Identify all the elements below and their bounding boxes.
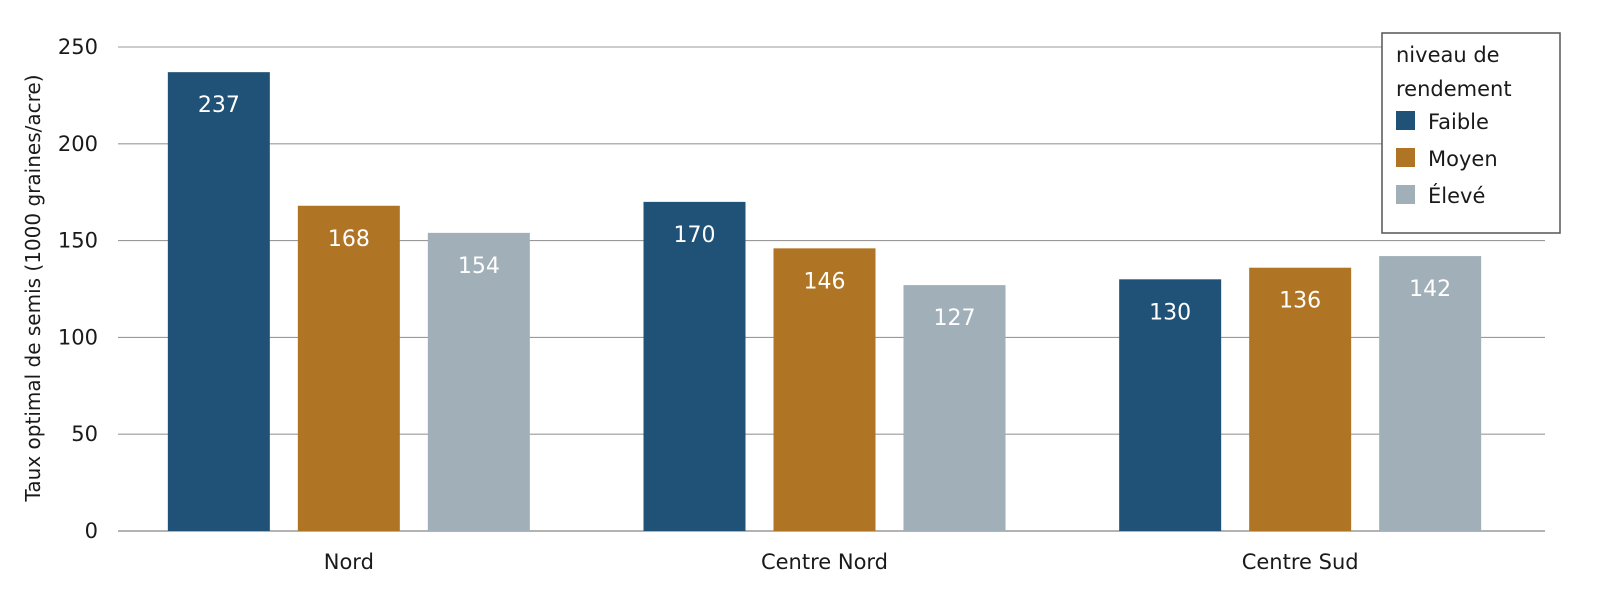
data-label: 154 xyxy=(458,254,500,279)
data-label: 168 xyxy=(328,227,370,252)
data-label: 130 xyxy=(1149,300,1191,325)
x-category-label: Centre Nord xyxy=(761,550,888,574)
bar xyxy=(643,201,746,531)
bar xyxy=(1379,256,1482,531)
data-label: 142 xyxy=(1409,277,1451,302)
legend: niveau de rendement Faible Moyen Élevé xyxy=(1381,32,1561,234)
y-tick-label: 200 xyxy=(58,132,98,156)
legend-item-label: Faible xyxy=(1428,110,1489,134)
y-tick-label: 100 xyxy=(58,325,98,349)
x-category-label: Centre Sud xyxy=(1242,550,1359,574)
y-tick-label: 150 xyxy=(58,229,98,253)
data-label: 146 xyxy=(804,269,846,294)
legend-item-label: Moyen xyxy=(1428,147,1498,171)
legend-swatch xyxy=(1396,111,1415,130)
x-axis-categories: Nord Centre Nord Centre Sud xyxy=(324,550,1359,574)
legend-swatch xyxy=(1396,185,1415,204)
legend-item-label: Élevé xyxy=(1428,183,1485,208)
legend-title-line-1: niveau de xyxy=(1396,43,1500,67)
data-label: 127 xyxy=(934,306,976,331)
legend-swatch xyxy=(1396,148,1415,167)
data-label: 237 xyxy=(198,93,240,118)
y-tick-label: 0 xyxy=(85,519,98,543)
y-axis-label: Taux optimal de semis (1000 graines/acre… xyxy=(21,75,45,503)
y-tick-label: 50 xyxy=(71,422,98,446)
bar xyxy=(1119,279,1222,531)
data-label: 170 xyxy=(674,223,716,248)
bar xyxy=(167,72,270,531)
legend-title-line-2: rendement xyxy=(1396,77,1512,101)
bar xyxy=(1249,267,1352,531)
bar xyxy=(773,248,876,531)
bar xyxy=(297,205,400,531)
bar xyxy=(427,232,530,531)
data-label: 136 xyxy=(1279,289,1321,314)
y-tick-label: 250 xyxy=(58,35,98,59)
y-axis-ticks: 0 50 100 150 200 250 xyxy=(58,35,98,543)
x-category-label: Nord xyxy=(324,550,374,574)
bar xyxy=(903,285,1006,531)
bars: 237 168 154 170 146 127 130 136 142 xyxy=(167,72,1482,531)
